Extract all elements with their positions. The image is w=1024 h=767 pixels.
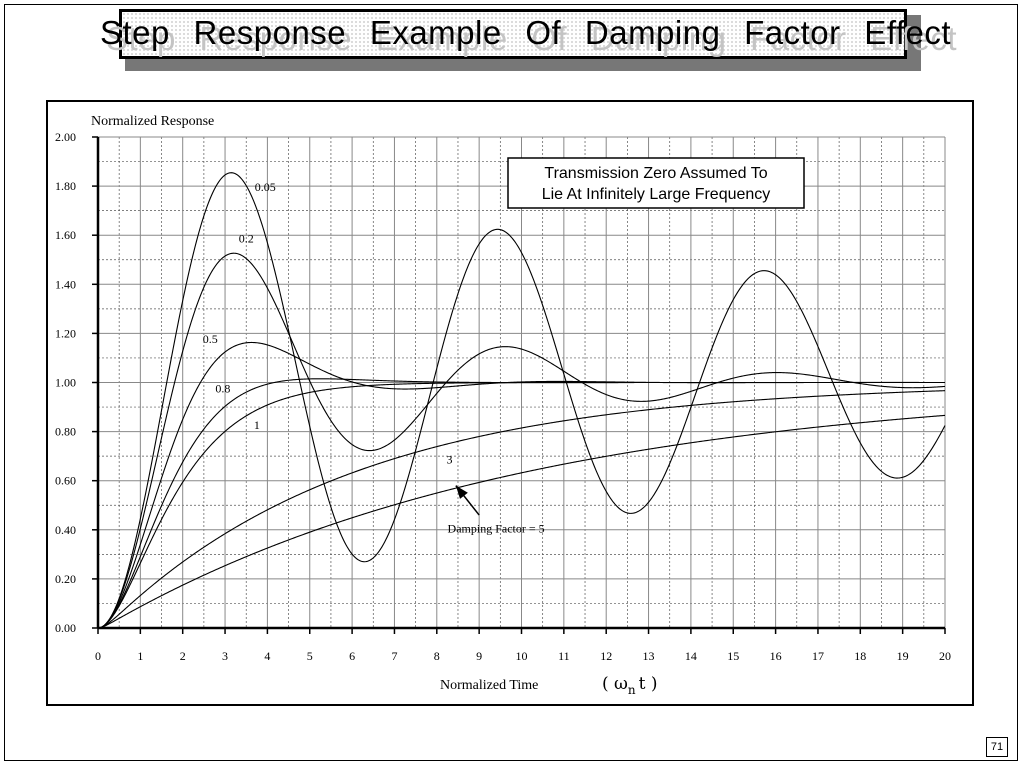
series-line-6 — [97, 414, 946, 629]
series-line-0 — [97, 172, 946, 629]
x-tick-label: 7 — [391, 649, 397, 663]
x-tick-label: 20 — [939, 649, 951, 663]
x-tick-label: 12 — [600, 649, 612, 663]
x-tick-label: 18 — [854, 649, 866, 663]
y-tick-label: 0.40 — [55, 523, 76, 537]
x-tick-label: 4 — [264, 649, 270, 663]
y-tick-label: 1.80 — [55, 179, 76, 193]
slide-frame — [4, 4, 1018, 761]
x-tick-label: 8 — [434, 649, 440, 663]
y-tick-label: 0.80 — [55, 425, 76, 439]
x-tick-label: 14 — [685, 649, 697, 663]
x-tick-label: 19 — [897, 649, 909, 663]
series-line-4 — [97, 381, 945, 629]
y-axis-label: Normalized Response — [91, 114, 214, 129]
x-tick-label: 11 — [558, 649, 570, 663]
series-label-0: 0.05 — [255, 180, 276, 194]
x-tick-label: 5 — [307, 649, 313, 663]
y-tick-label: 1.60 — [55, 228, 76, 242]
series-label-1: 0.2 — [239, 232, 254, 246]
x-tick-label: 16 — [770, 649, 782, 663]
x-tick-label: 13 — [643, 649, 655, 663]
y-tick-label: 1.20 — [55, 326, 76, 340]
series-line-1 — [97, 252, 946, 629]
x-tick-label: 15 — [727, 649, 739, 663]
x-axis-symbol-tail: t ) — [639, 674, 658, 694]
y-tick-label: 0.60 — [55, 474, 76, 488]
title-box — [119, 9, 907, 59]
annotation-box: Transmission Zero Assumed To Lie At Infi… — [507, 157, 805, 209]
y-tick-label: 1.00 — [55, 376, 76, 390]
annotation-arrow-head — [455, 485, 468, 499]
x-tick-label: 3 — [222, 649, 228, 663]
y-tick-label: 1.40 — [55, 277, 76, 291]
chart-curves — [97, 172, 946, 629]
x-tick-label: 1 — [137, 649, 143, 663]
y-tick-label: 0.00 — [55, 621, 76, 635]
x-tick-label: 17 — [812, 649, 824, 663]
series-label-6: Damping Factor = 5 — [448, 521, 545, 535]
x-tick-label: 2 — [180, 649, 186, 663]
annotation-line-1: Transmission Zero Assumed To — [544, 165, 767, 182]
x-tick-label: 6 — [349, 649, 355, 663]
series-label-3: 0.8 — [215, 381, 230, 395]
page-number: 71 — [986, 737, 1008, 757]
x-tick-label: 10 — [516, 649, 528, 663]
chart-axes: 0 1 2 3 4 5 6 7 8 9 10 11 12 13 14 15 16 17 18 19 200.000.20… — [55, 130, 951, 663]
x-tick-label: 0 — [95, 649, 101, 663]
x-tick-label: 9 — [476, 649, 482, 663]
series-label-5: 3 — [447, 453, 453, 467]
x-axis-symbol-omega: ( ω — [602, 674, 628, 694]
x-axis-symbol: ( ωn t ) — [602, 674, 658, 697]
title-ghost-text: Step Response Example Of Damping Factor … — [106, 20, 958, 57]
y-tick-label: 0.20 — [55, 572, 76, 586]
annotation-line-2: Lie At Infinitely Large Frequency — [542, 186, 771, 203]
x-axis-label: Normalized Time — [440, 678, 538, 693]
chart-labels: 0.05 0.2 0.5 0.8 1 3 Damping Factor = 5 — [203, 180, 545, 535]
x-axis-symbol-sub: n — [628, 683, 636, 697]
y-tick-label: 2.00 — [55, 130, 76, 144]
series-label-4: 1 — [254, 418, 260, 432]
series-line-5 — [97, 390, 946, 629]
series-label-2: 0.5 — [203, 332, 218, 346]
slide-title: Step Response Example Of Damping Factor … — [100, 14, 952, 51]
